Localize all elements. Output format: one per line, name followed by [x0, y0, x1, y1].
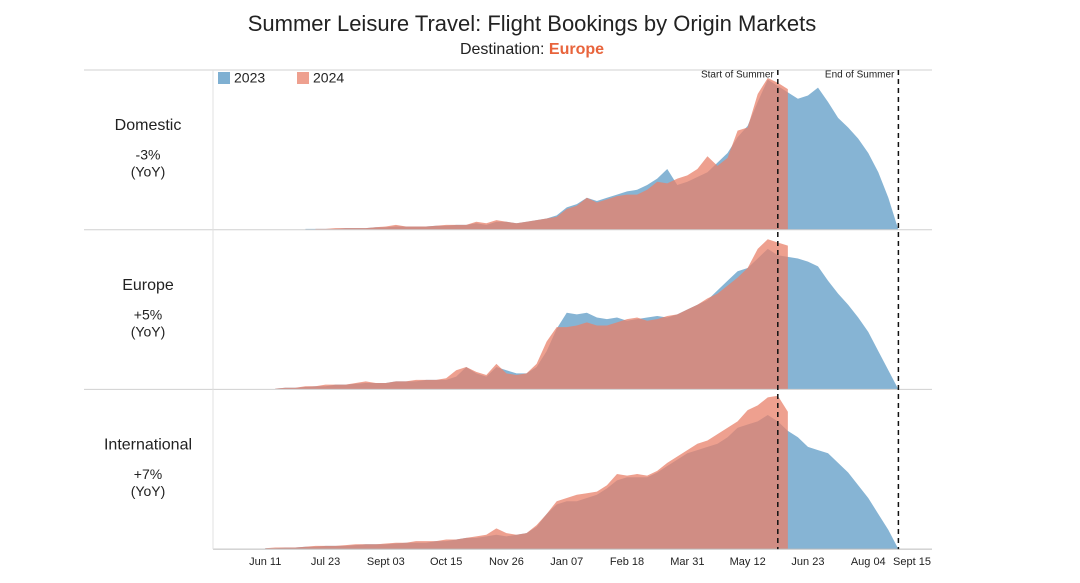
- panel-label: Domestic: [115, 117, 182, 134]
- panel-label: International: [104, 437, 192, 454]
- x-tick-label: Jan 07: [550, 556, 583, 568]
- subtitle-highlight: Europe: [549, 41, 604, 58]
- panel-change: -3%: [136, 147, 161, 163]
- x-tick-label: Aug 04: [851, 556, 886, 568]
- area-2024: [265, 395, 788, 550]
- panel-label: Europe: [122, 277, 174, 294]
- legend-swatch: [297, 72, 309, 84]
- x-tick-label: May 12: [730, 556, 766, 568]
- x-tick-label: Jul 23: [311, 556, 340, 568]
- x-tick-label: Oct 15: [430, 556, 462, 568]
- x-tick-label: Sept 15: [893, 556, 931, 568]
- x-tick-label: Sept 03: [367, 556, 405, 568]
- area-2024: [315, 77, 788, 230]
- chart-subtitle: Destination: Europe: [460, 41, 604, 58]
- panel-unit: (YoY): [131, 483, 166, 499]
- panel-change: +5%: [134, 306, 162, 322]
- summer-annotation: End of Summer: [825, 70, 895, 81]
- chart-title: Summer Leisure Travel: Flight Bookings b…: [248, 11, 817, 36]
- x-tick-label: Mar 31: [670, 556, 704, 568]
- x-tick-label: Jun 11: [249, 556, 281, 568]
- x-tick-label: Nov 26: [489, 556, 524, 568]
- subtitle-text: Destination:: [460, 41, 549, 58]
- summer-annotation: Start of Summer: [701, 70, 774, 81]
- legend-label: 2023: [234, 70, 265, 86]
- legend-swatch: [218, 72, 230, 84]
- legend-label: 2024: [313, 70, 344, 86]
- panel-unit: (YoY): [131, 323, 166, 339]
- panel-change: +7%: [134, 466, 162, 482]
- x-tick-label: Jun 23: [791, 556, 824, 568]
- panel-unit: (YoY): [131, 164, 166, 180]
- area-2024: [275, 239, 788, 390]
- x-tick-label: Feb 18: [610, 556, 644, 568]
